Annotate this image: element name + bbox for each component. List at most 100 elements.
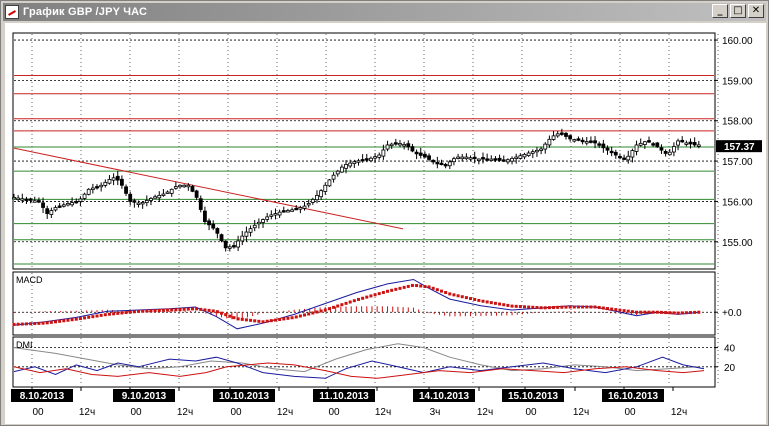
macd-signal-point: [697, 310, 701, 314]
candle-body: [128, 193, 133, 202]
hour-label: 12ч: [375, 407, 391, 418]
candle-body: [70, 202, 75, 206]
candle-body: [489, 158, 494, 161]
macd-signal-point: [319, 309, 323, 313]
candle-body: [161, 193, 166, 196]
macd-signal-point: [174, 308, 178, 312]
price-axis: 160.00 159.00 158.00 157.00 156.00 155.00: [714, 36, 753, 249]
candle-body: [66, 203, 70, 206]
date-label: 14.10.2013: [419, 391, 469, 402]
hour-label: 12ч: [671, 407, 687, 418]
macd-signal-point: [518, 305, 522, 309]
candle-body: [294, 207, 299, 211]
window-title: График GBP /JPY ЧАС: [23, 6, 148, 18]
title-bar[interactable]: График GBP /JPY ЧАС _ □ ✕: [3, 3, 766, 21]
macd-signal-point: [481, 299, 485, 303]
candle-body: [456, 156, 460, 159]
candle-body: [182, 184, 187, 188]
close-button[interactable]: ✕: [748, 4, 764, 18]
macd-signal-point: [348, 300, 352, 304]
candle-body: [265, 216, 270, 220]
candle-body: [356, 160, 361, 163]
maximize-button[interactable]: □: [730, 4, 746, 18]
candle-body: [605, 147, 610, 151]
current-price-label: 157.37: [724, 142, 755, 153]
candle-body: [136, 202, 141, 205]
candles-group: [12, 128, 701, 252]
candle-body: [111, 177, 116, 181]
macd-signal-point: [83, 316, 87, 320]
macd-signal-point: [124, 311, 128, 315]
candle-body: [369, 157, 373, 162]
macd-signal-point: [141, 309, 145, 313]
macd-signal-point: [58, 319, 62, 323]
macd-signal-point: [643, 310, 647, 314]
macd-signal-point: [153, 309, 157, 313]
candle-body: [12, 196, 16, 200]
macd-axis: +0.0: [714, 308, 742, 319]
candle-body: [618, 155, 622, 159]
macd-tick-label: +0.0: [722, 308, 742, 319]
macd-signal-point: [423, 284, 427, 288]
macd-signal-point: [406, 284, 410, 288]
macd-signal-point: [282, 317, 286, 321]
macd-signal-point: [390, 288, 394, 292]
minimize-button[interactable]: _: [712, 4, 728, 18]
candle-body: [37, 200, 41, 203]
candle-body: [115, 175, 120, 181]
macd-signal-point: [410, 283, 414, 287]
macd-signal-point: [601, 306, 605, 310]
macd-signal-point: [132, 310, 136, 314]
macd-signal-point: [340, 303, 344, 307]
macd-signal-point: [327, 307, 331, 311]
dmi-plus-line: [13, 356, 705, 379]
dmi-label: DMI: [16, 340, 33, 350]
macd-signal-point: [120, 311, 124, 315]
trend-line: [13, 147, 404, 230]
macd-signal-point: [257, 319, 261, 323]
date-label: 11.10.2013: [319, 391, 369, 402]
macd-signal-point: [145, 309, 149, 313]
macd-signal-point: [224, 313, 228, 317]
macd-signal-point: [452, 293, 456, 297]
candle-body: [74, 201, 79, 204]
candle-body: [472, 156, 477, 160]
macd-signal-point: [278, 317, 282, 321]
candle-body: [676, 140, 680, 146]
chart-area[interactable]: 160.00 159.00 158.00 157.00 156.00 155.00 157…: [5, 23, 766, 424]
chart-canvas[interactable]: 160.00 159.00 158.00 157.00 156.00 155.00 157…: [5, 23, 766, 424]
macd-signal-point: [635, 310, 639, 314]
macd-signal-point: [261, 320, 265, 324]
candle-body: [468, 157, 473, 160]
macd-signal-point: [186, 307, 190, 311]
macd-signal-point: [585, 305, 589, 309]
candle-body: [339, 166, 344, 173]
candle-body: [535, 149, 539, 153]
hour-label: 12ч: [477, 407, 493, 418]
candle-body: [107, 179, 112, 184]
candle-body: [95, 186, 99, 189]
candle-body: [613, 151, 618, 156]
candle-body: [576, 138, 581, 141]
macd-signal-point: [626, 309, 630, 313]
candle-body: [319, 190, 324, 198]
macd-signal-point: [386, 289, 390, 293]
macd-signal-point: [157, 308, 161, 312]
candle-body: [252, 224, 257, 229]
macd-signal-point: [303, 313, 307, 317]
macd-signal-point: [199, 307, 203, 311]
candle-body: [601, 143, 606, 149]
candle-body: [410, 146, 415, 152]
macd-signal-point: [33, 322, 37, 326]
candle-body: [348, 162, 353, 167]
macd-signal-point: [522, 305, 526, 309]
macd-signal-point: [37, 321, 41, 325]
macd-signal-point: [45, 321, 49, 325]
macd-signal-point: [576, 305, 580, 309]
candle-body: [414, 151, 419, 155]
candle-body: [497, 157, 502, 161]
macd-signal-point: [498, 302, 502, 306]
hour-label: 12ч: [79, 407, 95, 418]
candle-body: [485, 158, 490, 161]
